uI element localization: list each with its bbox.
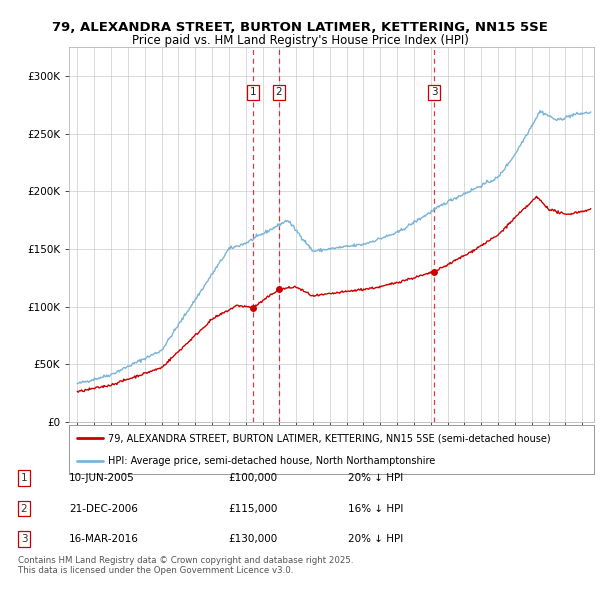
Text: 3: 3	[20, 535, 28, 544]
Text: £130,000: £130,000	[228, 535, 277, 544]
Text: 20% ↓ HPI: 20% ↓ HPI	[348, 473, 403, 483]
Text: 2: 2	[275, 87, 282, 97]
Text: 16-MAR-2016: 16-MAR-2016	[69, 535, 139, 544]
Text: 3: 3	[431, 87, 437, 97]
Text: 2: 2	[20, 504, 28, 513]
Text: £115,000: £115,000	[228, 504, 277, 513]
Text: 1: 1	[250, 87, 256, 97]
Text: 16% ↓ HPI: 16% ↓ HPI	[348, 504, 403, 513]
Text: 79, ALEXANDRA STREET, BURTON LATIMER, KETTERING, NN15 5SE: 79, ALEXANDRA STREET, BURTON LATIMER, KE…	[52, 21, 548, 34]
Text: £100,000: £100,000	[228, 473, 277, 483]
Text: 10-JUN-2005: 10-JUN-2005	[69, 473, 135, 483]
Text: 21-DEC-2006: 21-DEC-2006	[69, 504, 138, 513]
Text: HPI: Average price, semi-detached house, North Northamptonshire: HPI: Average price, semi-detached house,…	[109, 455, 436, 466]
Text: 79, ALEXANDRA STREET, BURTON LATIMER, KETTERING, NN15 5SE (semi-detached house): 79, ALEXANDRA STREET, BURTON LATIMER, KE…	[109, 434, 551, 444]
Text: 20% ↓ HPI: 20% ↓ HPI	[348, 535, 403, 544]
Text: Price paid vs. HM Land Registry's House Price Index (HPI): Price paid vs. HM Land Registry's House …	[131, 34, 469, 47]
Text: Contains HM Land Registry data © Crown copyright and database right 2025.
This d: Contains HM Land Registry data © Crown c…	[18, 556, 353, 575]
Text: 1: 1	[20, 473, 28, 483]
